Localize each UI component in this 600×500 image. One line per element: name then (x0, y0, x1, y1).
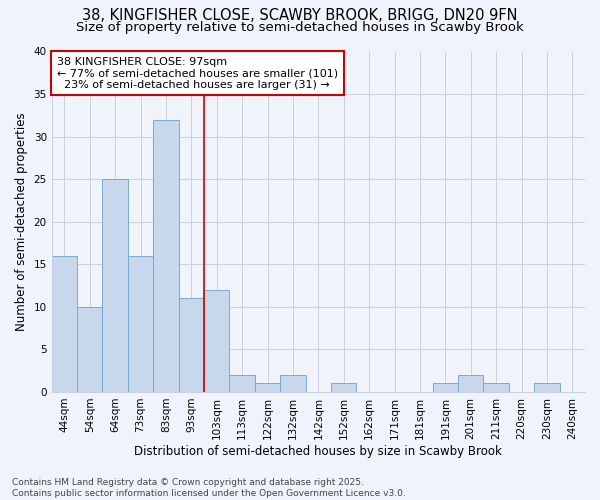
Bar (458, 375, 484, 392)
Y-axis label: Number of semi-detached properties: Number of semi-detached properties (15, 112, 28, 331)
Bar (204, 290, 229, 392)
Bar (433, 384, 458, 392)
Bar (484, 384, 509, 392)
X-axis label: Distribution of semi-detached houses by size in Scawby Brook: Distribution of semi-detached houses by … (134, 444, 502, 458)
Bar (77, 307, 103, 392)
Bar (52, 256, 77, 392)
Text: 38, KINGFISHER CLOSE, SCAWBY BROOK, BRIGG, DN20 9FN: 38, KINGFISHER CLOSE, SCAWBY BROOK, BRIG… (82, 8, 518, 22)
Bar (331, 384, 356, 392)
Bar (255, 384, 280, 392)
Bar (153, 120, 179, 392)
Bar (128, 256, 153, 392)
Text: 38 KINGFISHER CLOSE: 97sqm
← 77% of semi-detached houses are smaller (101)
  23%: 38 KINGFISHER CLOSE: 97sqm ← 77% of semi… (57, 56, 338, 90)
Bar (534, 384, 560, 392)
Bar (280, 375, 305, 392)
Text: Size of property relative to semi-detached houses in Scawby Brook: Size of property relative to semi-detach… (76, 21, 524, 34)
Bar (229, 375, 255, 392)
Bar (179, 298, 204, 392)
Bar (103, 179, 128, 392)
Text: Contains HM Land Registry data © Crown copyright and database right 2025.
Contai: Contains HM Land Registry data © Crown c… (12, 478, 406, 498)
